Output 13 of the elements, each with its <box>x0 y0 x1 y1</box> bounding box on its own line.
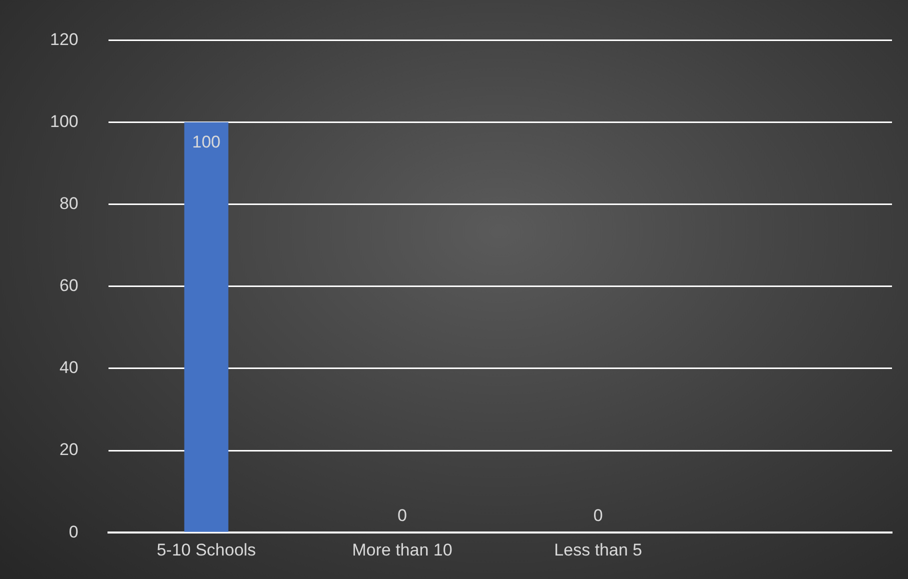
y-tick-label: 60 <box>59 276 78 296</box>
x-tick-label: 5-10 Schools <box>156 540 256 560</box>
data-label: 0 <box>593 506 603 525</box>
x-tick-label: Less than 5 <box>554 540 642 560</box>
y-tick-label: 40 <box>59 358 78 378</box>
data-label: 0 <box>397 506 407 525</box>
x-tick-label: More than 10 <box>352 540 452 560</box>
data-label: 100 <box>192 132 221 152</box>
y-tick-label: 120 <box>50 30 78 49</box>
y-tick-label: 100 <box>50 112 78 131</box>
y-tick-label: 80 <box>59 194 78 214</box>
y-tick-label: 0 <box>68 522 78 542</box>
y-tick-label: 20 <box>59 440 78 460</box>
